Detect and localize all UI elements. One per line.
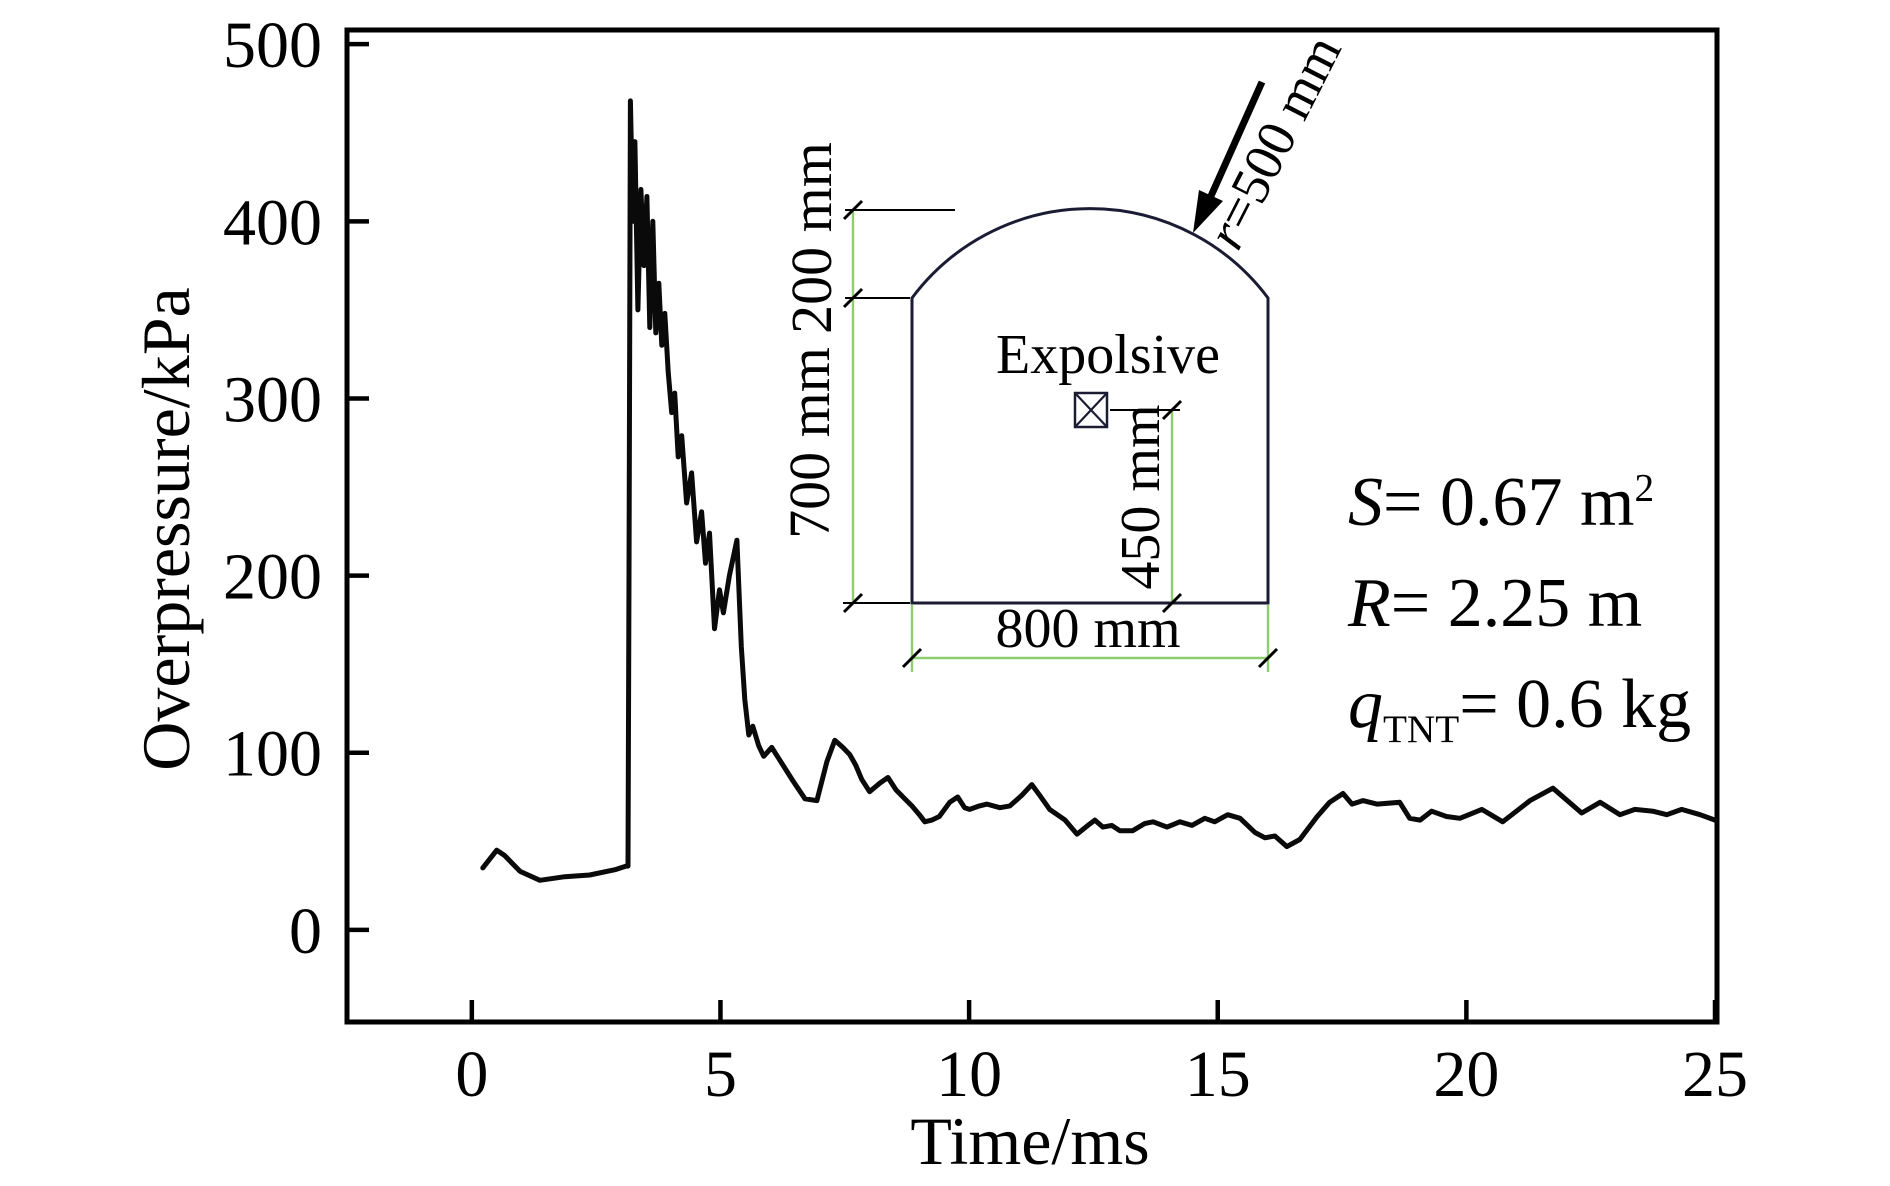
- arch-height-dimension-label: 200 mm: [779, 142, 844, 334]
- x-tick-label: 0: [455, 1038, 488, 1111]
- tunnel-inset-diagram: [842, 80, 1279, 672]
- area-superscript: 2: [1634, 466, 1655, 510]
- parameter-annotations: S= 0.67 m2 R= 2.25 m qTNT= 0.6 kg: [1348, 452, 1691, 755]
- area-value: = 0.67 m: [1383, 464, 1635, 541]
- dim-tick: [842, 287, 864, 309]
- charge-height-dimension-label: 450 mm: [1110, 404, 1172, 590]
- axes: 0 5 10 15 20 25 0 100 200 300 400 500: [223, 9, 1748, 1111]
- plot-frame: [344, 27, 1720, 1025]
- tunnel-outline: [910, 207, 1270, 605]
- dim-tick: [1161, 592, 1183, 614]
- y-tick-label: 200: [223, 541, 322, 614]
- overpressure-curve: [480, 98, 1718, 883]
- wall-height-dimension-label: 700 mm: [777, 347, 842, 539]
- dimension-connectors: [843, 209, 1180, 604]
- x-tick-label: 20: [1433, 1038, 1499, 1111]
- x-tick-label: 15: [1185, 1038, 1251, 1111]
- radius-arrow-head: [1193, 190, 1223, 233]
- explosive-x-line: [1074, 392, 1108, 428]
- y-tick-label: 400: [223, 186, 322, 259]
- radius-arrow-shaft: [1207, 80, 1266, 198]
- x-tick-label: 10: [936, 1038, 1002, 1111]
- explosive-label: Expolsive: [996, 324, 1220, 386]
- dimension-lines: [851, 210, 1270, 672]
- x-axis-title: Time/ms: [910, 1103, 1150, 1179]
- annotation-distance: R= 2.25 m: [1348, 553, 1691, 654]
- x-tick-label: 5: [704, 1038, 737, 1111]
- charge-variable: q: [1348, 666, 1383, 743]
- dimension-ticks: [842, 199, 1279, 669]
- y-axis-title: Overpressure/kPa: [128, 287, 204, 771]
- width-dimension-label: 800 mm: [995, 598, 1181, 660]
- dim-tick: [842, 199, 864, 221]
- charge-value: = 0.6 kg: [1459, 666, 1692, 743]
- dim-tick: [901, 647, 923, 669]
- y-tick-label: 0: [289, 895, 322, 968]
- annotation-charge: qTNT= 0.6 kg: [1348, 654, 1691, 755]
- radius-arrow: [1193, 80, 1266, 233]
- dim-tick: [1257, 647, 1279, 669]
- explosive-symbol: [1073, 391, 1109, 429]
- annotation-area: S= 0.67 m2: [1348, 452, 1691, 553]
- charge-subscript: TNT: [1383, 708, 1460, 751]
- dim-tick: [1161, 399, 1183, 421]
- y-tick-label: 300: [223, 363, 322, 436]
- area-variable: S: [1348, 464, 1383, 541]
- distance-variable: R: [1348, 565, 1391, 642]
- y-tick-label: 500: [223, 9, 322, 82]
- dim-tick: [842, 592, 864, 614]
- x-tick-label: 25: [1682, 1038, 1748, 1111]
- distance-value: = 2.25 m: [1390, 565, 1643, 642]
- y-tick-label: 100: [223, 718, 322, 791]
